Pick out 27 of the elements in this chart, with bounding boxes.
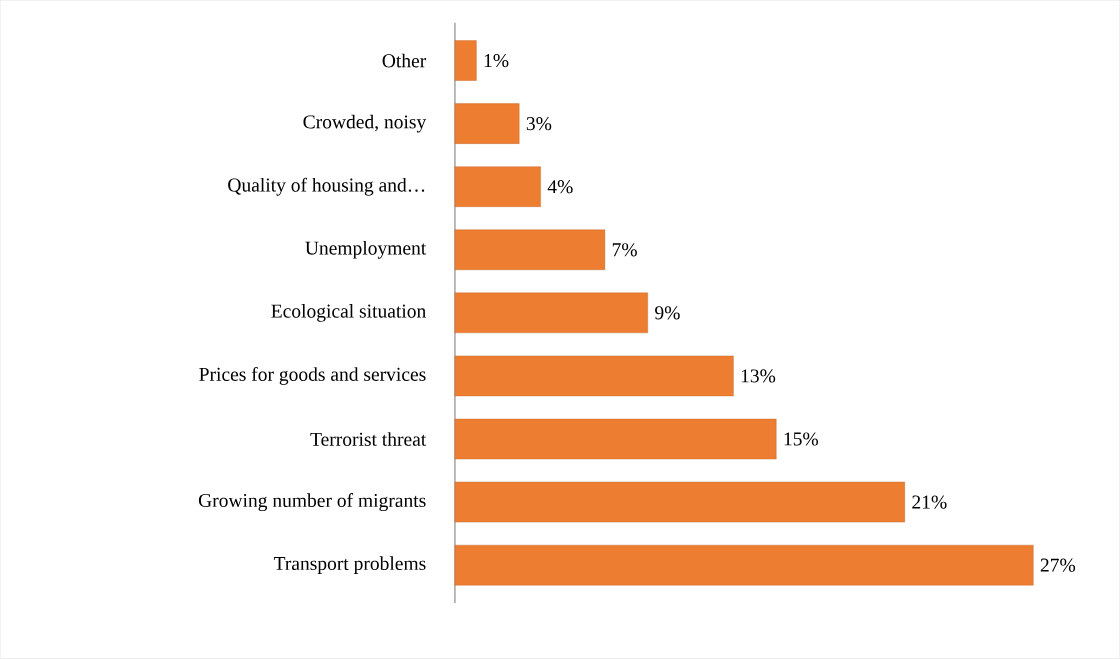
bar [454,229,606,271]
data-label: 27% [1040,558,1076,572]
data-label: 13% [741,369,776,383]
bar [454,418,777,460]
data-label: 15% [784,432,819,446]
data-label: 7% [612,243,637,257]
y-tick-label: Unemployment [305,241,427,259]
bar [454,355,734,397]
data-label: 21% [912,495,947,509]
bar [454,292,648,334]
data-label: 3% [526,117,552,131]
data-label: 4% [547,180,573,194]
y-tick-label: Terrorist threat [310,432,427,446]
bar [454,40,477,81]
bar [454,103,520,144]
y-tick-label: Transport problems [273,556,426,575]
y-tick-label: Growing number of migrants [198,493,426,512]
data-label: 1% [484,54,509,68]
y-tick-label: Quality of housing and… [228,177,425,196]
y-tick-label: Crowded, noisy [303,114,427,133]
y-tick-label: Other [382,53,427,68]
bar [454,482,905,523]
y-tick-label: Prices for goods and services [199,367,426,386]
bar [454,166,541,208]
data-label: 9% [655,306,680,320]
y-tick-label: Ecological situation [271,304,426,322]
bar [454,545,1034,586]
